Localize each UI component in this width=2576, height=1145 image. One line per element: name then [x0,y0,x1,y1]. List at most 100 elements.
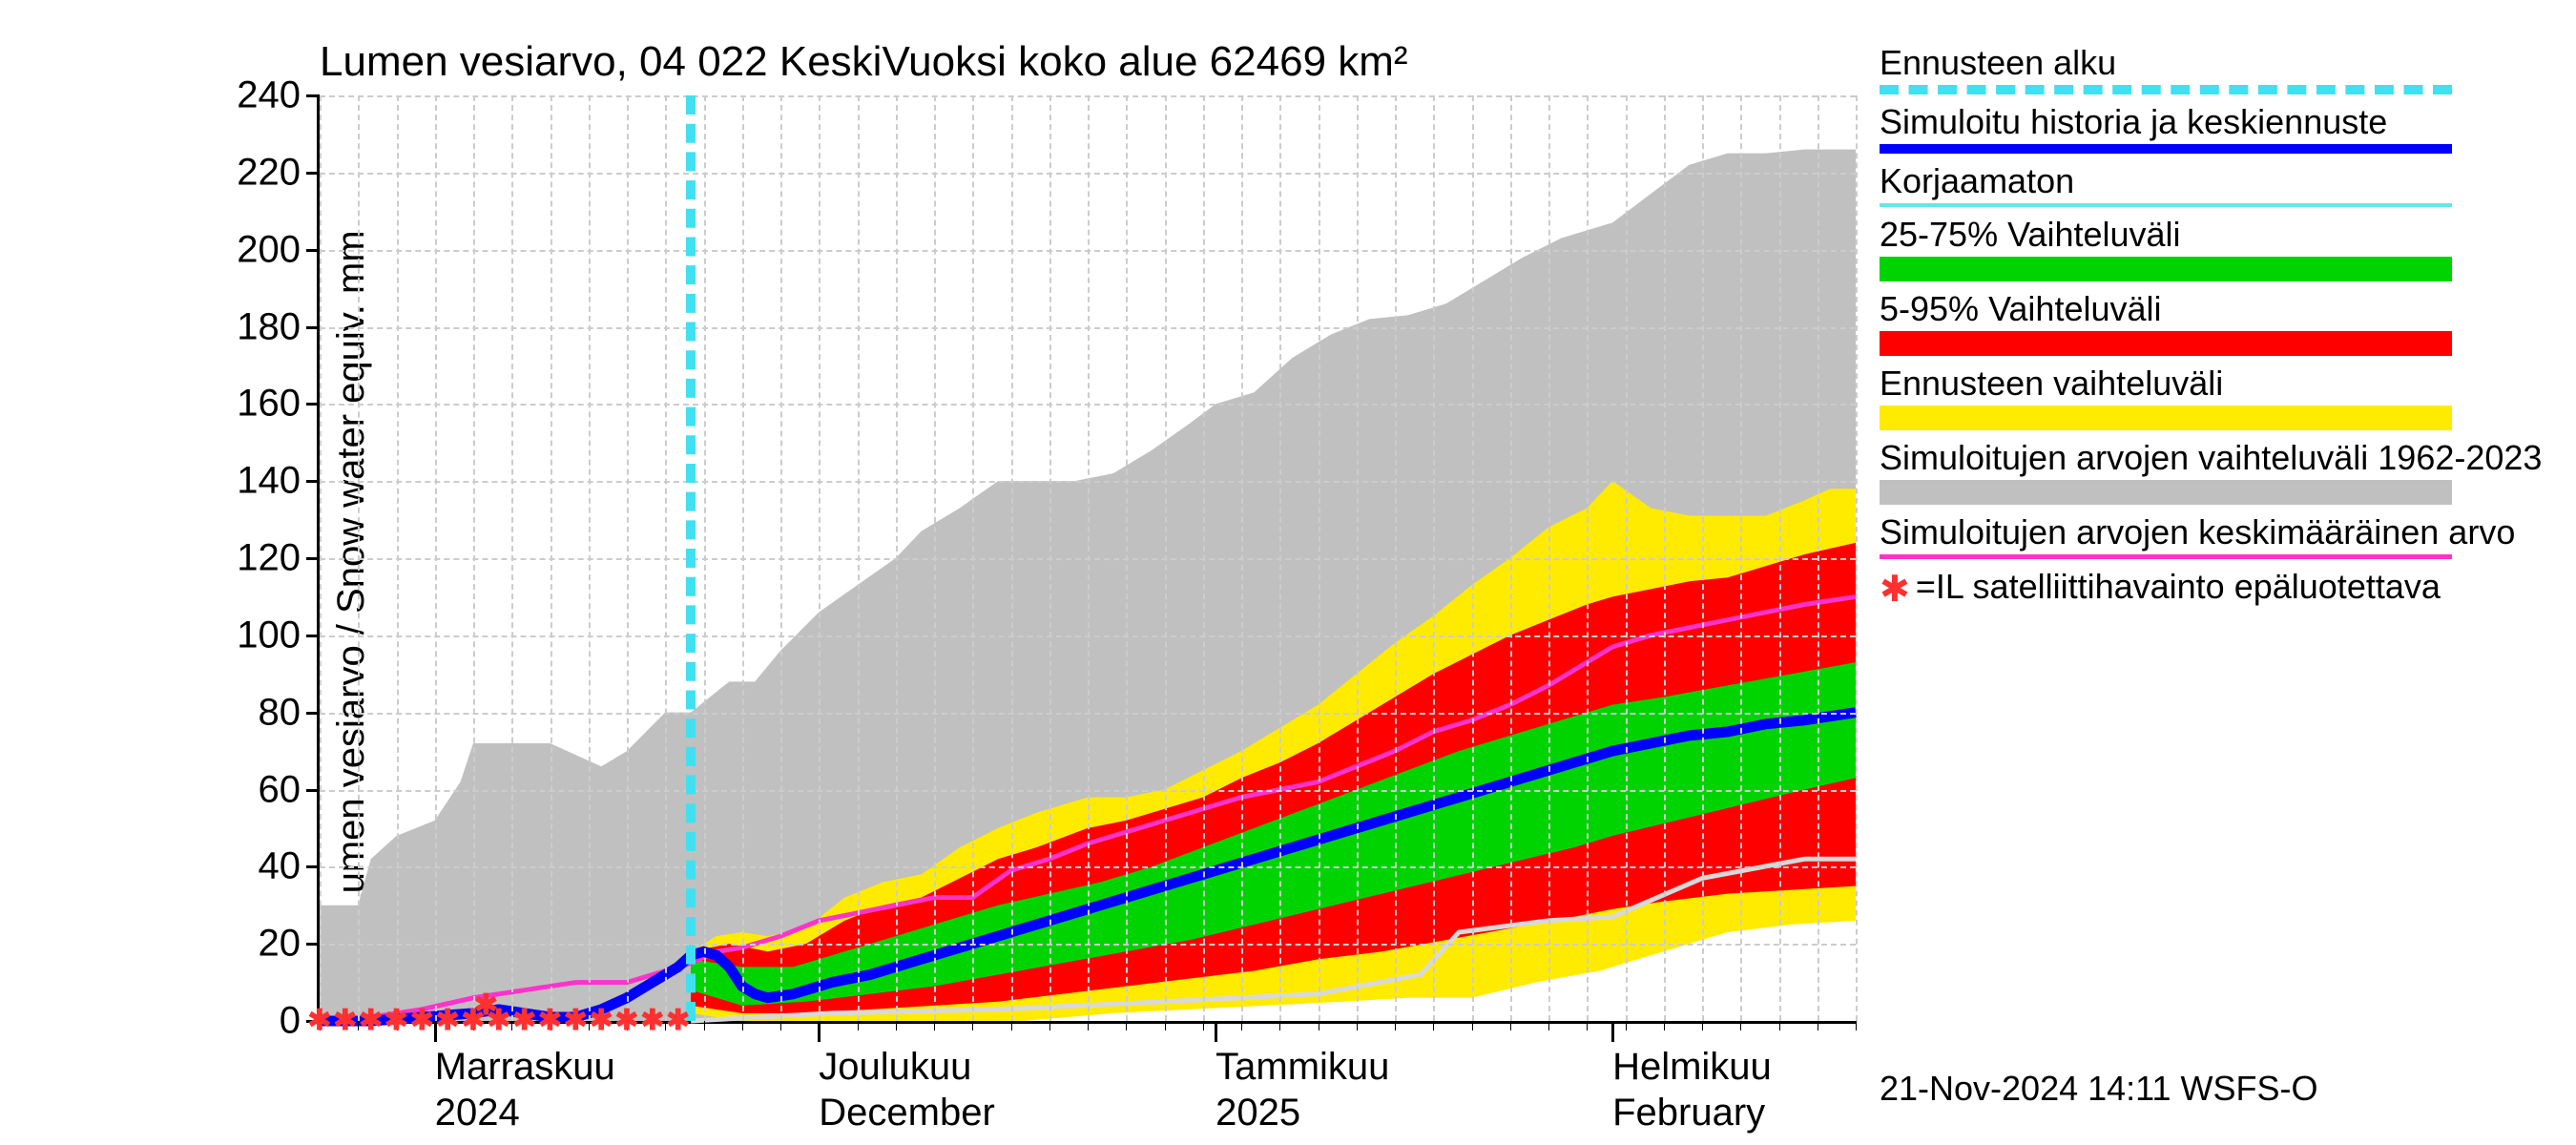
y-tick-label: 20 [186,923,301,966]
x-tick-sublabel: 2024 [435,1092,520,1135]
gridline-v [1472,95,1474,1021]
x-tick-major [818,1021,821,1042]
x-tick-minor [1165,1021,1166,1030]
y-tick [306,94,320,97]
asterisk-icon: ✱ [1880,570,1910,610]
y-tick [306,249,320,252]
plot-area: 020406080100120140160180200220240Marrask… [320,95,1856,1021]
legend-label: Simuloitujen arvojen keskimääräinen arvo [1880,512,2547,552]
x-tick-minor [1472,1021,1473,1030]
legend-median: Simuloitu historia ja keskiennuste [1880,102,2547,154]
gridline-v [1126,95,1128,1021]
x-tick-minor [1279,1021,1280,1030]
gridline-v [511,95,513,1021]
gridline-v [1510,95,1512,1021]
legend: Ennusteen alku Simuloitu historia ja kes… [1880,43,2547,614]
satellite-marker: ✱ [640,1007,664,1035]
gridline-v [1856,95,1858,1021]
satellite-marker: ✱ [410,1007,434,1035]
legend-label: Korjaamaton [1880,161,2547,201]
x-tick-minor [1126,1021,1127,1030]
satellite-marker: ✱ [666,1007,690,1035]
legend-swatch [1880,406,2452,430]
x-tick-minor [1433,1021,1434,1030]
satellite-marker: ✱ [307,1007,331,1035]
gridline-v [1088,95,1090,1021]
legend-sat-note: ✱=IL satelliittihavainto epäluotettava [1880,567,2547,611]
gridline-v [358,95,360,1021]
x-tick-minor [742,1021,743,1030]
x-tick-minor [1779,1021,1780,1030]
x-tick-minor [704,1021,705,1030]
gridline-v [1011,95,1013,1021]
y-tick-label: 80 [186,691,301,734]
y-tick-label: 180 [186,305,301,348]
x-tick-minor [780,1021,781,1030]
legend-swatch [1880,203,2452,207]
chart-title: Lumen vesiarvo, 04 022 KeskiVuoksi koko … [320,38,1408,86]
gridline-v [704,95,706,1021]
satellite-marker: ✱ [614,1007,638,1035]
x-tick-minor [1856,1021,1857,1030]
y-tick-label: 200 [186,228,301,271]
legend-uncorrected: Korjaamaton [1880,161,2547,207]
legend-forecast-start: Ennusteen alku [1880,43,2547,94]
satellite-marker: ✱ [474,991,498,1020]
x-tick-minor [1357,1021,1358,1030]
legend-swatch [1880,85,2452,94]
legend-label: Ennusteen vaihteluväli [1880,364,2547,404]
y-tick [306,403,320,406]
x-tick-minor [1587,1021,1588,1030]
x-tick-minor [858,1021,859,1030]
gridline-v [934,95,936,1021]
x-tick-minor [1088,1021,1089,1030]
legend-label: Ennusteen alku [1880,43,2547,83]
y-tick-label: 160 [186,383,301,426]
legend-swatch [1880,257,2452,281]
x-tick-minor [1510,1021,1511,1030]
y-tick-label: 60 [186,768,301,811]
gridline-v [1702,95,1704,1021]
legend-hist-mean: Simuloitujen arvojen keskimääräinen arvo [1880,512,2547,559]
gridline-v [627,95,629,1021]
timestamp: 21-Nov-2024 14:11 WSFS-O [1880,1069,2318,1109]
y-tick [306,480,320,483]
y-tick [306,712,320,715]
gridline-v [1279,95,1281,1021]
legend-swatch [1880,144,2452,154]
x-tick-minor [1395,1021,1396,1030]
gridline-v [1049,95,1051,1021]
y-tick [306,326,320,329]
y-tick-label: 40 [186,845,301,888]
gridline-v [1203,95,1205,1021]
x-tick-minor [1011,1021,1012,1030]
gridline-v [858,95,860,1021]
satellite-marker: ✱ [333,1007,357,1035]
gridline-v [1740,95,1742,1021]
legend-band90: 5-95% Vaihteluväli [1880,289,2547,356]
x-tick-sublabel: December [819,1092,995,1135]
satellite-marker: ✱ [538,1007,562,1035]
gridline-v [551,95,552,1021]
y-tick-label: 220 [186,151,301,194]
satellite-marker: ✱ [590,1007,613,1035]
y-tick-label: 120 [186,537,301,580]
gridline-v [819,95,821,1021]
legend-swatch [1880,554,2452,559]
gridline-v [1241,95,1243,1021]
gridline-v [320,95,322,1021]
gridline-v [1818,95,1819,1021]
x-tick-label: Marraskuu [435,1046,615,1089]
gridline-v [1357,95,1359,1021]
chart-container: Lumen vesiarvo, 04 022 KeskiVuoksi koko … [0,0,2576,1145]
satellite-marker: ✱ [359,1007,383,1035]
legend-label: 25-75% Vaihteluväli [1880,215,2547,255]
legend-label: Simuloitu historia ja keskiennuste [1880,102,2547,142]
x-tick-minor [1740,1021,1741,1030]
satellite-marker: ✱ [436,1007,460,1035]
y-tick-label: 140 [186,460,301,503]
legend-label: 5-95% Vaihteluväli [1880,289,2547,329]
x-tick-minor [896,1021,897,1030]
legend-label: =IL satelliittihavainto epäluotettava [1916,567,2441,606]
satellite-marker: ✱ [384,1007,408,1035]
